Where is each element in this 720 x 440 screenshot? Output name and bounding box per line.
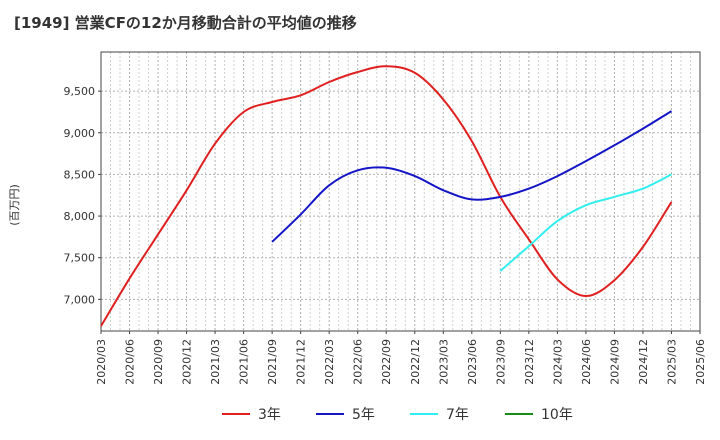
legend-label: 3年 [258, 407, 281, 423]
x-tick-label: 2025/06 [694, 339, 707, 385]
x-tick-label: 2021/06 [238, 339, 251, 385]
x-tick-label: 2025/03 [665, 339, 678, 385]
y-tick-label: 7,500 [64, 252, 96, 265]
y-tick-label: 8,500 [64, 168, 96, 181]
legend-item: 10年 [505, 402, 573, 426]
y-tick-label: 9,500 [64, 85, 96, 98]
y-tick-label: 7,000 [64, 293, 96, 306]
x-tick-label: 2020/09 [152, 339, 165, 385]
x-tick-label: 2020/12 [181, 339, 194, 385]
y-tick-label: 8,000 [64, 210, 96, 223]
x-tick-label: 2024/09 [608, 339, 621, 385]
x-tick-label: 2023/03 [437, 339, 450, 385]
series-line-0 [100, 65, 673, 327]
x-tick-label: 2023/09 [494, 339, 507, 385]
x-tick-label: 2020/03 [95, 339, 108, 385]
x-tick-label: 2023/12 [523, 339, 536, 385]
plot-frame [100, 51, 701, 332]
legend-swatch [505, 413, 533, 415]
legend-label: 5年 [352, 407, 375, 423]
x-tick-label: 2021/03 [209, 339, 222, 385]
x-tick-label: 2023/06 [466, 339, 479, 385]
x-tick-label: 2022/12 [409, 339, 422, 385]
chart-title: [1949] 営業CFの12か月移動合計の平均値の推移 [14, 14, 357, 32]
plot-area [101, 52, 700, 331]
series-line-2 [499, 173, 672, 272]
x-tick-label: 2022/03 [323, 339, 336, 385]
series-line-1 [271, 110, 673, 243]
legend-item: 7年 [410, 402, 469, 426]
legend-label: 7年 [446, 407, 469, 423]
legend-swatch [410, 413, 438, 415]
legend-label: 10年 [541, 407, 573, 423]
legend-swatch [316, 413, 344, 415]
x-tick-label: 2024/06 [580, 339, 593, 385]
legend-swatch [222, 413, 250, 415]
chart-legend: 3年 5年 7年 10年 [0, 402, 720, 426]
y-tick-label: 9,000 [64, 127, 96, 140]
x-tick-label: 2024/03 [551, 339, 564, 385]
x-tick-label: 2020/06 [124, 339, 137, 385]
legend-item: 5年 [316, 402, 375, 426]
legend-item: 3年 [222, 402, 281, 426]
x-tick-label: 2021/12 [295, 339, 308, 385]
x-tick-label: 2022/09 [380, 339, 393, 385]
x-tick-label: 2024/12 [637, 339, 650, 385]
x-tick-label: 2021/09 [266, 339, 279, 385]
x-tick-label: 2022/06 [352, 339, 365, 385]
